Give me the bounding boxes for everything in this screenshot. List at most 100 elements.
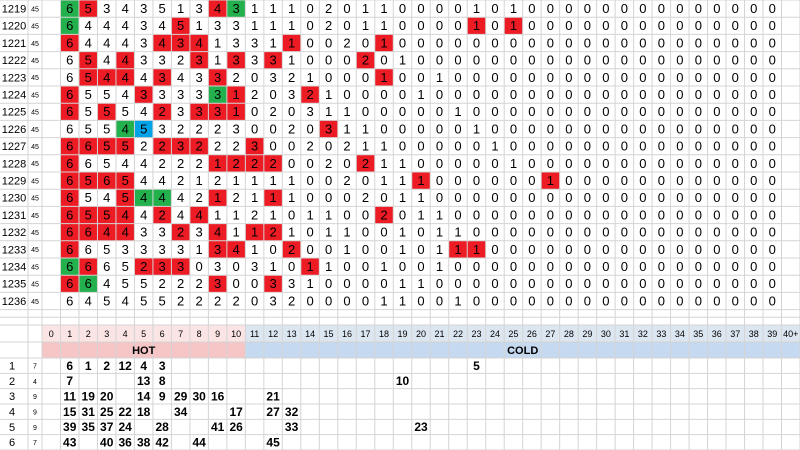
cold-value: 0 — [362, 293, 369, 308]
cold-value: 0 — [269, 121, 276, 136]
cold-value: 0 — [325, 53, 332, 68]
row-id: 1223 — [2, 72, 26, 84]
row-count: 45 — [31, 92, 39, 99]
cold-value: 1 — [306, 276, 313, 291]
number-cell: 16 — [211, 390, 225, 404]
hot-value: 5 — [140, 276, 147, 291]
cold-value: 0 — [676, 104, 683, 119]
cold-value: 0 — [621, 276, 628, 291]
cold-value: 0 — [639, 293, 646, 308]
column-header: 15 — [324, 329, 334, 339]
hot-highlight — [115, 137, 135, 155]
cold-value: 0 — [713, 35, 720, 50]
cold-value: 1 — [306, 70, 313, 85]
cold-value: 2 — [288, 242, 295, 257]
cold-value: 0 — [491, 87, 498, 102]
cold-value: 1 — [251, 190, 258, 205]
cold-value: 0 — [565, 1, 572, 16]
cold-value: 0 — [769, 35, 776, 50]
hot-value: 3 — [214, 104, 221, 119]
cold-value: 0 — [621, 242, 628, 257]
hot-value: 2 — [177, 293, 184, 308]
cold-value: 0 — [473, 276, 480, 291]
cold-value: 0 — [325, 35, 332, 50]
cold-value: 0 — [769, 242, 776, 257]
row-count: 9 — [33, 410, 37, 417]
hot-value: 4 — [85, 18, 92, 33]
cold-value: 0 — [602, 156, 609, 171]
cold-value: 0 — [565, 259, 572, 274]
cold-value: 0 — [491, 293, 498, 308]
cold-value: 1 — [399, 225, 406, 240]
cold-value: 0 — [676, 139, 683, 154]
hot-highlight — [189, 206, 209, 224]
cold-value: 0 — [343, 156, 350, 171]
cold-highlight — [541, 172, 560, 190]
hot-highlight — [152, 68, 172, 86]
cold-value: 0 — [695, 173, 702, 188]
cold-value: 0 — [713, 156, 720, 171]
cold-value: 1 — [380, 156, 387, 171]
hot-value: 4 — [103, 18, 110, 33]
cold-value: 0 — [639, 70, 646, 85]
hot-value: 4 — [122, 225, 129, 240]
cold-value: 0 — [658, 190, 665, 205]
hot-value: 3 — [177, 35, 184, 50]
hot-highlight — [134, 86, 153, 104]
hot-value: 3 — [159, 70, 166, 85]
cold-value: 0 — [695, 276, 702, 291]
number-cell: 3 — [159, 359, 166, 373]
column-header: 11 — [250, 329, 259, 339]
hot-highlight — [208, 240, 227, 258]
hot-value: 3 — [140, 35, 147, 50]
number-cell: 13 — [137, 374, 151, 388]
hot-value: 1 — [196, 242, 203, 257]
cold-value: 0 — [380, 53, 387, 68]
cold-value: 0 — [676, 87, 683, 102]
cold-value: 0 — [769, 1, 776, 16]
cold-highlight — [467, 17, 486, 35]
cold-value: 0 — [454, 207, 461, 222]
cold-value: 3 — [251, 259, 258, 274]
hot-bar — [42, 342, 246, 358]
cold-value: 0 — [658, 259, 665, 274]
cold-value: 0 — [695, 18, 702, 33]
hot-value: 6 — [66, 293, 73, 308]
hot-value: 1 — [233, 173, 240, 188]
cold-value: 0 — [306, 121, 313, 136]
cold-value: 0 — [602, 104, 609, 119]
cold-value: 1 — [325, 104, 332, 119]
hot-value: 6 — [85, 276, 92, 291]
hot-highlight — [152, 189, 172, 207]
number-cell: 25 — [100, 405, 114, 419]
cold-value: 0 — [621, 1, 628, 16]
hot-label: HOT — [132, 345, 156, 357]
cold-value: 2 — [269, 156, 276, 171]
header-cell-bg — [263, 325, 283, 342]
cold-value: 0 — [750, 18, 757, 33]
cold-value: 0 — [547, 104, 554, 119]
hot-value: 4 — [103, 35, 110, 50]
cold-value: 0 — [584, 18, 591, 33]
hot-value: 3 — [140, 242, 147, 257]
header-cell-bg — [300, 325, 320, 342]
row-id: 5 — [9, 422, 15, 434]
cold-value: 0 — [584, 190, 591, 205]
number-cell: 7 — [66, 374, 73, 388]
hot-highlight — [152, 258, 172, 276]
cold-value: 0 — [306, 225, 313, 240]
cold-highlight — [300, 86, 320, 104]
hot-highlight — [78, 223, 98, 241]
cold-value: 0 — [639, 259, 646, 274]
row-count: 45 — [31, 178, 39, 185]
hot-value: 2 — [177, 156, 184, 171]
header-cell-bg — [781, 325, 800, 342]
number-cell: 37 — [100, 420, 114, 434]
number-cell: 17 — [229, 405, 243, 419]
cold-value: 0 — [565, 207, 572, 222]
header-cell-bg — [171, 325, 190, 342]
cold-value: 0 — [491, 225, 498, 240]
cold-value: 0 — [362, 207, 369, 222]
cold-value: 0 — [454, 156, 461, 171]
cold-value: 0 — [769, 225, 776, 240]
